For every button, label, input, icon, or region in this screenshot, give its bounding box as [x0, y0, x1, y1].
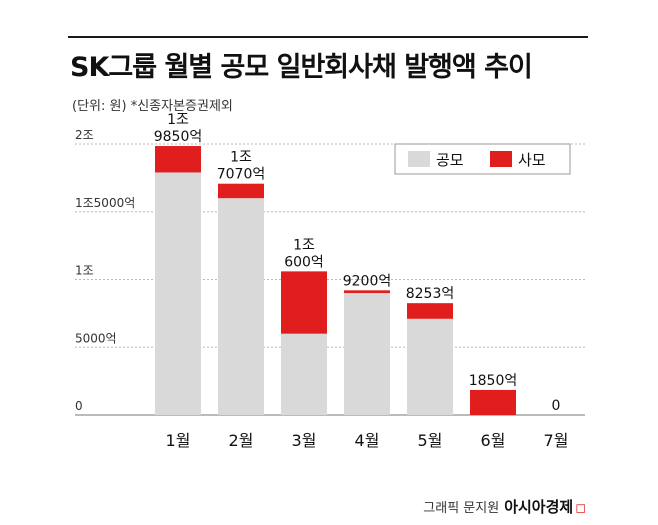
legend-box [394, 143, 571, 175]
bar-total-label: 1조 [167, 112, 189, 128]
bar-total-label: 9200억 [343, 273, 392, 289]
bar-samo [281, 271, 327, 334]
top-rule [68, 36, 588, 38]
bar-total-label: 1조 [230, 150, 252, 166]
chart-title: SK그룹 월별 공모 일반회사채 발행액 추이 [70, 52, 533, 83]
legend-swatch [408, 151, 430, 167]
bar-gongmo [155, 172, 201, 415]
y-tick-label: 5000억 [75, 331, 117, 345]
bar-total-label: 1850억 [469, 373, 518, 389]
bar-samo [155, 146, 201, 173]
brand-mark-icon: ◻ [575, 501, 586, 516]
credit-line: 그래픽 문지원 아시아경제 ◻ [423, 496, 586, 517]
footnote: *신종자본증권제외 [130, 99, 233, 114]
y-tick-label: 1조 [75, 264, 94, 278]
bar-total-label: 9850억 [154, 129, 203, 145]
x-tick-label: 3월 [292, 431, 317, 450]
y-tick-label: 0 [75, 399, 83, 413]
bar-gongmo [407, 318, 453, 415]
bar-total-label: 1조 [293, 237, 315, 253]
bar-samo [407, 303, 453, 319]
y-tick-label: 2조 [75, 128, 94, 142]
bar-samo [470, 389, 516, 415]
bar-gongmo [281, 333, 327, 415]
bar-total-label: 8253억 [406, 286, 455, 302]
bar-samo [344, 290, 390, 294]
x-tick-label: 1월 [166, 431, 191, 450]
bar-samo [218, 183, 264, 199]
x-tick-label: 6월 [481, 431, 506, 450]
x-tick-label: 5월 [418, 431, 443, 450]
legend-label: 사모 [518, 151, 546, 169]
credit-text: 그래픽 문지원 [423, 501, 500, 516]
bar-total-label: 600억 [284, 254, 324, 270]
x-tick-label: 4월 [355, 431, 380, 450]
chart-subtitle: (단위: 원) *신종자본증권제외 [72, 95, 233, 114]
bar-gongmo [218, 198, 264, 415]
x-tick-label: 7월 [544, 431, 569, 450]
y-tick-label: 1조5000억 [75, 196, 135, 210]
bar-gongmo [344, 293, 390, 415]
legend-label: 공모 [436, 151, 464, 169]
unit-note: (단위: 원) [72, 99, 127, 114]
brand-logo-text: 아시아경제 [504, 498, 574, 516]
x-tick-label: 2월 [229, 431, 254, 450]
legend-swatch [490, 151, 512, 167]
bar-total-label: 7070억 [217, 167, 266, 183]
bar-total-label: 0 [552, 398, 561, 414]
bar-chart: 05000억1조1조5000억2조1조9850억1월1조7070억2월1조600… [75, 112, 585, 450]
